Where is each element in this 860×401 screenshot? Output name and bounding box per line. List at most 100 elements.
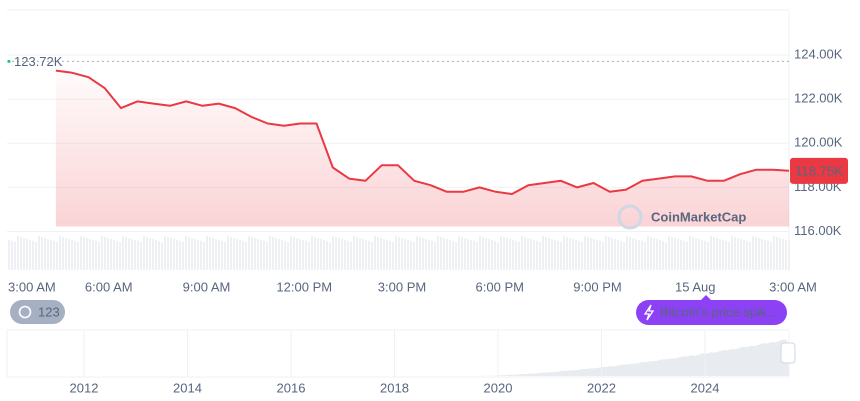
volume-bar	[179, 241, 181, 270]
volume-bar	[605, 236, 607, 270]
volume-bar	[671, 237, 673, 270]
volume-bar	[761, 239, 763, 270]
current-label: 118.75K	[795, 163, 843, 178]
volume-bar	[509, 239, 511, 270]
volume-bar	[590, 238, 592, 270]
current-badge	[790, 157, 848, 184]
volume-bar	[434, 242, 436, 270]
volume-bar	[344, 240, 346, 270]
volume-bar	[506, 238, 508, 270]
volume-bar	[242, 241, 244, 270]
volume-bar	[713, 237, 715, 270]
volume-bar	[104, 237, 106, 270]
volume-bar	[368, 241, 370, 270]
volume-bar	[569, 238, 571, 270]
volume-bar	[296, 238, 298, 270]
volume-bar	[80, 236, 82, 270]
volume-bar	[107, 238, 109, 270]
volume-bar	[758, 238, 760, 270]
volume-bar	[323, 240, 325, 270]
volume-bar	[362, 239, 364, 270]
volume-bar	[398, 237, 400, 270]
volume-bar	[635, 239, 637, 270]
volume-bar	[62, 237, 64, 270]
volume-bar	[788, 241, 790, 270]
volume-bar	[632, 238, 634, 270]
volume-bar	[500, 236, 502, 270]
volume-bar	[440, 237, 442, 270]
volume-bar	[566, 237, 568, 270]
volume-bar	[413, 242, 415, 270]
volume-bar	[236, 239, 238, 270]
volume-bar	[53, 241, 55, 270]
volume-bar	[176, 240, 178, 270]
navigator-area	[7, 339, 789, 376]
x-tick-label: 12:00 PM	[276, 279, 332, 294]
volume-bar	[587, 237, 589, 270]
volume-bar	[203, 242, 205, 270]
volume-bar	[521, 236, 523, 270]
volume-bar	[755, 237, 757, 270]
volume-bar	[128, 238, 130, 270]
x-tick-label: 6:00 PM	[476, 279, 524, 294]
volume-bar	[101, 236, 103, 270]
navigator-label: 2018	[380, 380, 409, 395]
volume-bar	[356, 237, 358, 270]
volume-bar	[416, 236, 418, 270]
volume-bar	[149, 238, 151, 270]
volume-bar	[251, 237, 253, 270]
volume-bar	[710, 236, 712, 270]
volume-bar	[44, 238, 46, 270]
volume-bar	[752, 236, 754, 270]
y-tick-label: 120.00K	[794, 135, 843, 150]
navigator-label: 2020	[484, 380, 513, 395]
volume-bar	[515, 241, 517, 270]
volume-bar	[764, 240, 766, 270]
volume-bar	[98, 242, 100, 270]
volume-bar	[23, 238, 25, 270]
volume-bar	[749, 242, 751, 270]
volume-bar	[539, 242, 541, 270]
navigator-label: 2014	[173, 380, 202, 395]
volume-bar	[452, 241, 454, 270]
volume-bar	[728, 242, 730, 270]
volume-bar	[353, 236, 355, 270]
volume-bar	[158, 241, 160, 270]
volume-bar	[194, 239, 196, 270]
volume-bar	[767, 241, 769, 270]
y-tick-label: 124.00K	[794, 47, 843, 62]
volume-bar	[725, 241, 727, 270]
volume-bar	[692, 237, 694, 270]
volume-bar	[704, 241, 706, 270]
volume-bar	[677, 239, 679, 270]
volume-bar	[470, 240, 472, 270]
volume-bar	[287, 242, 289, 270]
volume-bar	[272, 237, 274, 270]
volume-bar	[422, 238, 424, 270]
volume-bar	[32, 241, 34, 270]
volume-bar	[536, 241, 538, 270]
volume-bar	[392, 242, 394, 270]
volume-bar	[341, 239, 343, 270]
volume-bar	[737, 238, 739, 270]
volume-bar	[263, 241, 265, 270]
volume-bar	[269, 236, 271, 270]
volume-bar	[359, 238, 361, 270]
navigator-handle[interactable]	[780, 342, 796, 364]
volume-bar	[233, 238, 235, 270]
watermark-logo	[617, 204, 643, 230]
volume-bar	[230, 237, 232, 270]
volume-bar	[719, 239, 721, 270]
volume-bar	[512, 240, 514, 270]
volume-bar	[278, 239, 280, 270]
x-tick-label: 6:00 AM	[85, 279, 133, 294]
volume-bar	[608, 237, 610, 270]
volume-bar	[89, 239, 91, 270]
x-tick-label: 3:00 PM	[378, 279, 426, 294]
volume-bar	[473, 241, 475, 270]
volume-bar	[494, 241, 496, 270]
volume-bar	[314, 237, 316, 270]
volume-bar	[260, 240, 262, 270]
volume-bar	[674, 238, 676, 270]
